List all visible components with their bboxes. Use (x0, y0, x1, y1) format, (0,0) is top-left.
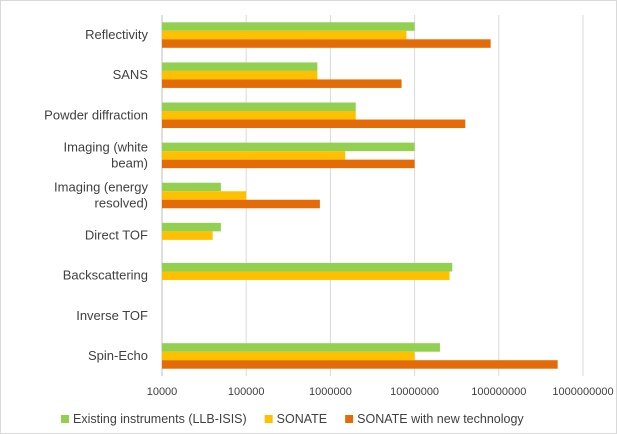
bar (162, 111, 356, 120)
x-tick-label: 100000000 (471, 386, 526, 398)
category-label: SANS (113, 67, 149, 82)
bar (162, 70, 318, 80)
legend-label: Existing instruments (LLB-ISIS) (73, 412, 247, 426)
bar (162, 151, 346, 160)
bar (162, 271, 450, 280)
bar (162, 102, 356, 112)
bar (162, 231, 213, 240)
x-tick-label: 1000000000 (552, 386, 613, 398)
category-label: Backscattering (63, 268, 148, 283)
category-label: Spin-Echo (88, 348, 148, 363)
bar (162, 360, 558, 369)
bar (162, 159, 415, 169)
bar (162, 22, 415, 31)
legend-label: SONATE with new technology (357, 412, 524, 426)
x-tick-label: 100000 (228, 386, 265, 398)
bar (162, 79, 402, 88)
category-label: Imaging (white beam) (63, 139, 148, 170)
bar (162, 142, 415, 152)
category-label: Imaging (energy resolved) (54, 180, 148, 211)
x-tick-label: 10000000 (390, 386, 439, 398)
x-tick-label: 10000 (147, 386, 178, 398)
bar (162, 182, 221, 192)
bar (162, 343, 440, 352)
x-tick-label: 1000000 (309, 386, 352, 398)
bar (162, 39, 491, 48)
bar (162, 199, 320, 209)
category-label: Reflectivity (85, 27, 148, 42)
bar (162, 222, 221, 232)
bar (162, 351, 415, 361)
category-label: Direct TOF (85, 228, 148, 243)
legend-swatch (264, 415, 273, 423)
category-label: Inverse TOF (76, 308, 148, 323)
legend-swatch (345, 415, 354, 423)
legend-swatch (61, 415, 69, 423)
bar (162, 30, 407, 40)
bar (162, 119, 466, 129)
legend-label: SONATE (277, 412, 327, 426)
category-label: Powder diffraction (44, 107, 148, 122)
bar (162, 191, 247, 200)
bar (162, 62, 318, 71)
bar (162, 262, 453, 272)
